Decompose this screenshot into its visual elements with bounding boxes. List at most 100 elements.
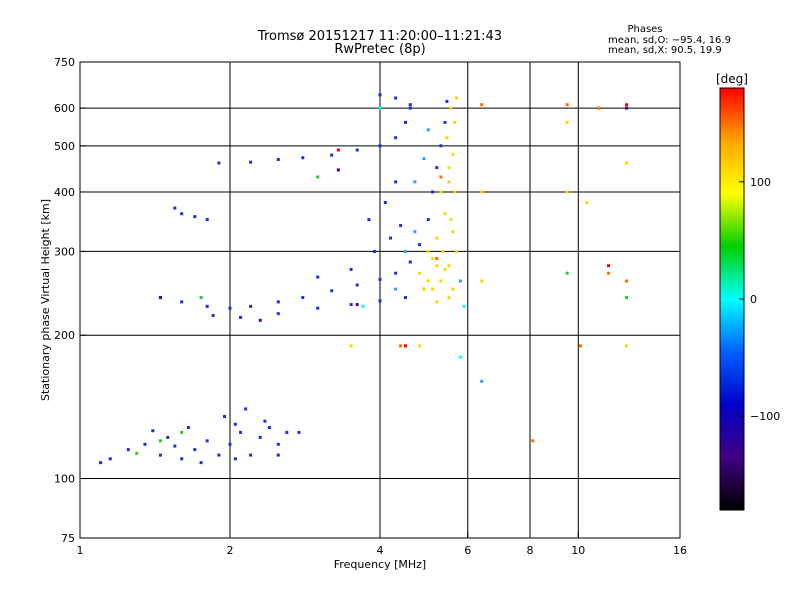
data-point — [378, 93, 382, 97]
data-point — [276, 442, 280, 446]
data-point — [276, 453, 280, 457]
data-point — [143, 442, 147, 446]
data-point — [389, 236, 393, 240]
y-tick-label: 750 — [54, 56, 75, 69]
data-point — [180, 430, 184, 434]
data-point — [158, 296, 162, 300]
data-point — [205, 304, 209, 308]
data-point — [239, 315, 243, 319]
data-point — [399, 224, 403, 228]
data-point — [435, 166, 439, 170]
data-point — [431, 190, 435, 194]
x-tick-label: 1 — [77, 544, 84, 557]
data-point — [228, 306, 232, 310]
data-point — [399, 344, 403, 348]
data-point — [480, 379, 484, 383]
stats-line-x: mean, sd,X: 90.5, 19.9 — [608, 45, 722, 56]
data-point — [233, 422, 237, 426]
data-point — [417, 271, 421, 275]
data-point — [99, 461, 103, 465]
data-point — [625, 344, 629, 348]
data-point — [480, 279, 484, 283]
data-point — [431, 287, 435, 291]
data-point — [244, 407, 248, 411]
data-point — [180, 300, 184, 304]
data-point — [173, 206, 177, 210]
data-point — [108, 457, 112, 461]
data-point — [408, 106, 412, 110]
data-point — [607, 271, 611, 275]
data-point — [276, 312, 280, 316]
x-tick-label: 16 — [673, 544, 687, 557]
y-tick-label: 100 — [54, 473, 75, 486]
data-point — [276, 300, 280, 304]
colorbar-label: [deg] — [716, 72, 748, 86]
data-point — [445, 99, 449, 103]
data-point — [565, 271, 569, 275]
y-axis-ticks: 75 100 200 300 400 500 600 750 — [54, 56, 86, 545]
data-point — [394, 287, 398, 291]
data-point — [199, 461, 203, 465]
data-point — [316, 275, 320, 279]
data-point — [355, 283, 359, 287]
data-point — [435, 300, 439, 304]
x-tick-label: 4 — [377, 544, 384, 557]
data-point — [361, 304, 365, 308]
data-point — [180, 212, 184, 216]
data-point — [349, 267, 353, 271]
data-point — [443, 212, 447, 216]
data-point — [211, 314, 215, 318]
data-point — [336, 168, 340, 172]
data-point — [373, 249, 377, 253]
chart-title: Tromsø 20151217 11:20:00–11:21:43 — [257, 29, 502, 44]
data-point — [451, 230, 455, 234]
data-point — [186, 425, 190, 429]
x-axis-ticks: 1 2 4 6 8 10 16 — [77, 532, 687, 557]
data-point — [394, 136, 398, 140]
data-point — [217, 161, 221, 165]
y-tick-label: 400 — [54, 186, 75, 199]
stats-line-o: mean, sd,O: −95.4, 16.9 — [608, 35, 731, 46]
data-point — [316, 306, 320, 310]
data-point — [417, 344, 421, 348]
data-point — [439, 175, 443, 179]
x-tick-label: 6 — [464, 544, 471, 557]
data-point — [480, 103, 484, 107]
data-point — [447, 180, 451, 184]
data-point — [263, 419, 267, 423]
data-point — [625, 106, 629, 110]
data-point — [453, 190, 457, 194]
data-point — [349, 303, 353, 307]
data-point — [426, 128, 430, 132]
data-point — [458, 355, 462, 359]
stats-heading: Phases — [627, 24, 662, 35]
data-point — [330, 289, 334, 293]
y-axis-label: Stationary phase Virtual Height [km] — [39, 199, 52, 401]
data-point — [258, 318, 262, 322]
data-point — [180, 457, 184, 461]
data-point — [166, 435, 170, 439]
data-point — [413, 230, 417, 234]
data-point — [625, 279, 629, 283]
data-point — [355, 148, 359, 152]
data-point — [435, 236, 439, 240]
data-point — [158, 439, 162, 443]
x-axis-label: Frequency [MHz] — [334, 558, 426, 571]
data-point — [199, 296, 203, 300]
data-point — [435, 256, 439, 260]
data-point — [258, 435, 262, 439]
data-point — [597, 106, 601, 110]
data-point — [126, 448, 130, 452]
data-point — [439, 190, 443, 194]
data-point — [426, 249, 430, 253]
data-point — [565, 120, 569, 124]
data-point — [451, 287, 455, 291]
data-point — [455, 249, 459, 253]
data-point — [413, 180, 417, 184]
data-point — [239, 430, 243, 434]
data-point — [565, 190, 569, 194]
colorbar-ticks: 100 0 −100 — [739, 176, 780, 423]
data-point — [578, 344, 582, 348]
data-point — [449, 106, 453, 110]
